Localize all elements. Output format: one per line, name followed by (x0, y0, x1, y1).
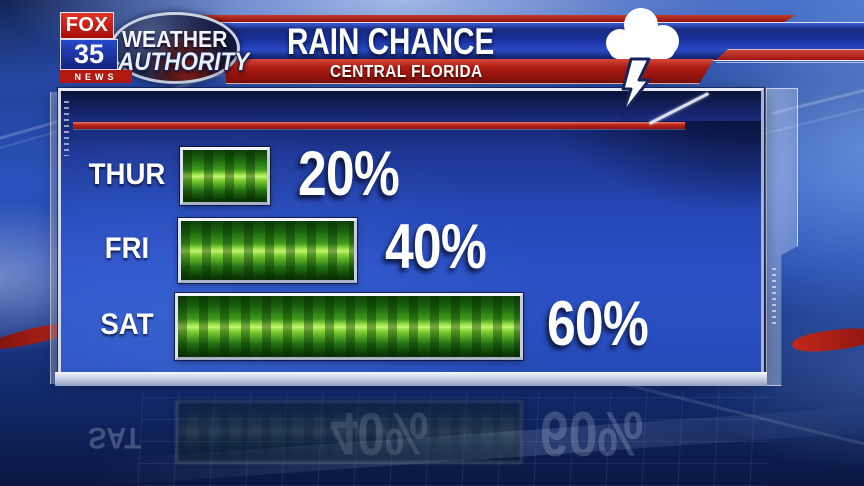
rain-bar-thur (180, 147, 270, 205)
banner-right-stripe (716, 49, 864, 60)
panel-left-rail (50, 92, 59, 384)
station-logo: WEATHER AUTHORITY FOX 35 NEWS (58, 8, 250, 86)
banner-top-stripe (150, 15, 796, 22)
channel-number: 35 (60, 39, 118, 70)
authority-wordmark: AUTHORITY (118, 48, 250, 76)
day-label-fri: FRI (104, 232, 150, 265)
storm-cloud-icon (606, 8, 679, 117)
news-wordmark: NEWS (60, 70, 132, 83)
banner-right-line (716, 62, 864, 63)
panel-red-stripe (73, 122, 685, 129)
percent-label-fri: 40% (385, 212, 487, 282)
day-label-thur: THUR (88, 158, 166, 191)
percent-label-thur: 20% (298, 139, 400, 209)
cloud-icon (606, 8, 679, 59)
reflection-sat-label: SAT (88, 421, 142, 454)
panel-bottom-strip (55, 372, 767, 386)
reflection-sat-value: 60% (540, 398, 644, 468)
logo-storm-oval (110, 12, 240, 84)
lightning-bolt-icon (620, 57, 651, 117)
fox-wordmark: FOX (60, 12, 114, 39)
chart-panel: THUR 20% FRI 40% SAT 60% (58, 88, 764, 378)
weather-wordmark: WEATHER (122, 26, 228, 52)
region-subtitle: CENTRAL FLORIDA (330, 61, 483, 81)
reflection-fri-value: 40% (330, 400, 429, 467)
panel-right-rail-ticks (772, 268, 776, 328)
rain-bar-sat (175, 293, 523, 360)
panel-left-ticks (64, 101, 69, 156)
panel-header-band (61, 91, 761, 121)
day-label-sat: SAT (100, 308, 154, 341)
rain-bar-fri (178, 218, 357, 283)
page-title: RAIN CHANCE (287, 21, 495, 62)
percent-label-sat: 60% (547, 289, 649, 359)
